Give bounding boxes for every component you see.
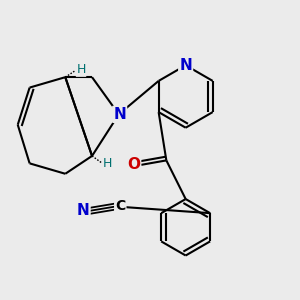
- Text: N: N: [179, 58, 192, 73]
- Text: H: H: [103, 158, 112, 170]
- Text: C: C: [115, 200, 125, 214]
- Text: H: H: [76, 63, 86, 76]
- Text: N: N: [77, 203, 89, 218]
- Text: N: N: [113, 107, 126, 122]
- Text: O: O: [127, 158, 140, 172]
